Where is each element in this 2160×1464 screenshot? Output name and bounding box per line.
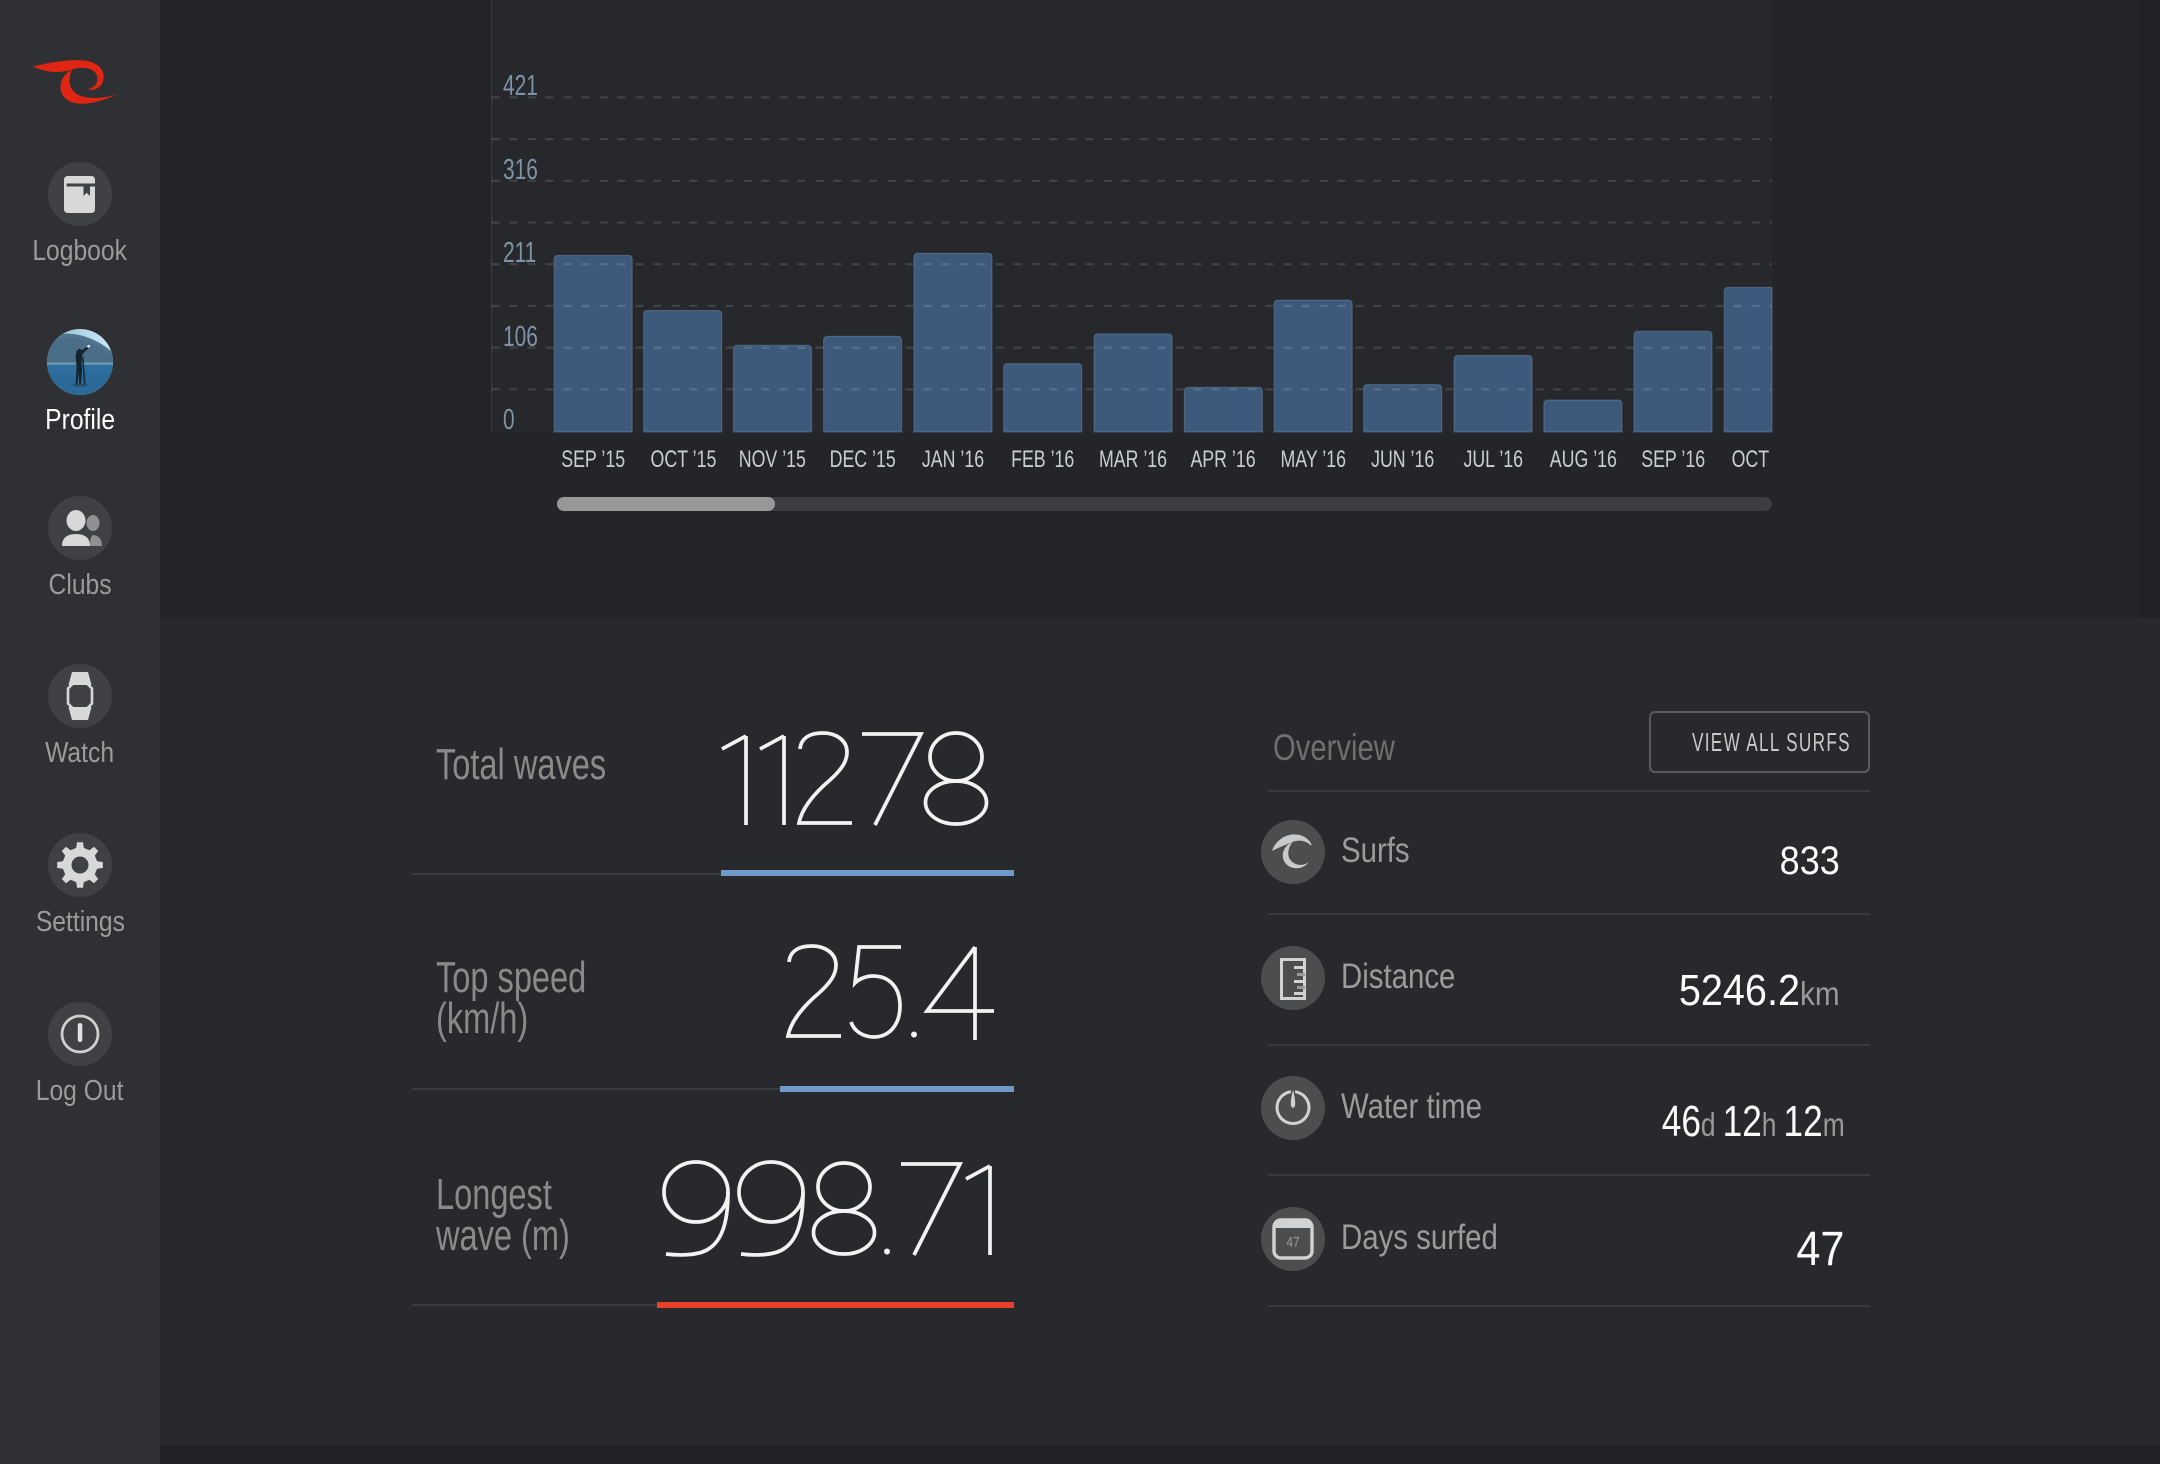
svg-text:47: 47 [1286,1234,1299,1251]
